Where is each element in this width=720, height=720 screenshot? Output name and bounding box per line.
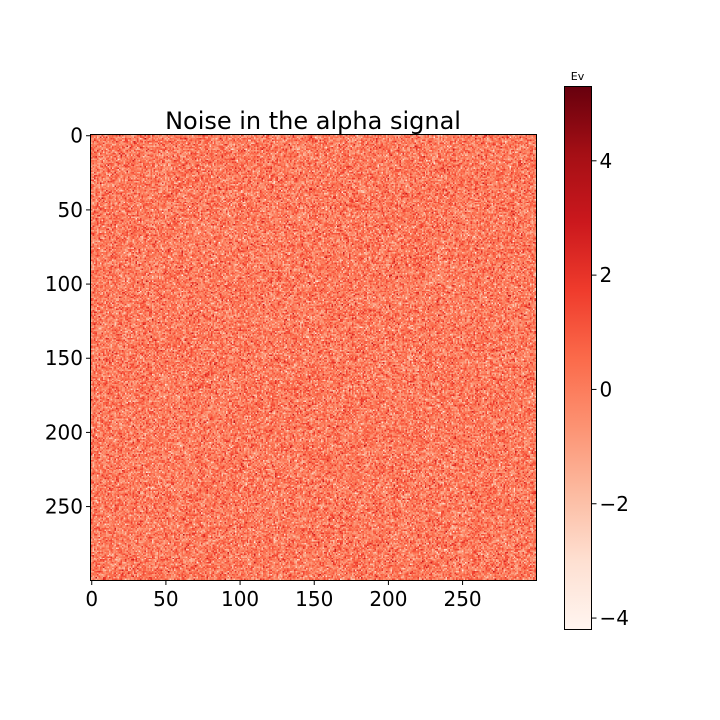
heatmap-image <box>91 135 536 580</box>
x-tick-label: 250 <box>443 587 481 611</box>
y-tick-label: 0 <box>70 124 83 148</box>
colorbar-tick-label: 2 <box>600 263 613 287</box>
y-tick-label: 150 <box>45 346 83 370</box>
x-tick-label: 50 <box>153 587 178 611</box>
heatmap-cells <box>91 135 536 580</box>
colorbar-axis: 4 2 0 −2 −4 <box>591 149 629 630</box>
chart-title: Noise in the alpha signal <box>165 107 461 135</box>
x-axis: 0 50 100 150 200 250 <box>85 580 482 611</box>
plot-frame <box>90 134 537 581</box>
x-tick-label: 100 <box>221 587 259 611</box>
y-axis: 0 50 100 150 200 250 <box>45 124 91 519</box>
x-tick-label: 0 <box>85 587 98 611</box>
colorbar-tick-label: −2 <box>600 492 629 516</box>
y-tick-label: 50 <box>58 198 83 222</box>
x-tick-label: 150 <box>295 587 333 611</box>
colorbar-tick-label: 4 <box>600 149 613 173</box>
y-tick-label: 200 <box>45 420 83 444</box>
y-tick-label: 250 <box>45 495 83 519</box>
colorbar-label: Ev <box>571 70 585 83</box>
colorbar-tick-label: −4 <box>600 606 629 630</box>
colorbar <box>564 86 592 630</box>
x-tick-label: 200 <box>369 587 407 611</box>
colorbar-tick-label: 0 <box>600 377 613 401</box>
y-tick-label: 100 <box>45 272 83 296</box>
